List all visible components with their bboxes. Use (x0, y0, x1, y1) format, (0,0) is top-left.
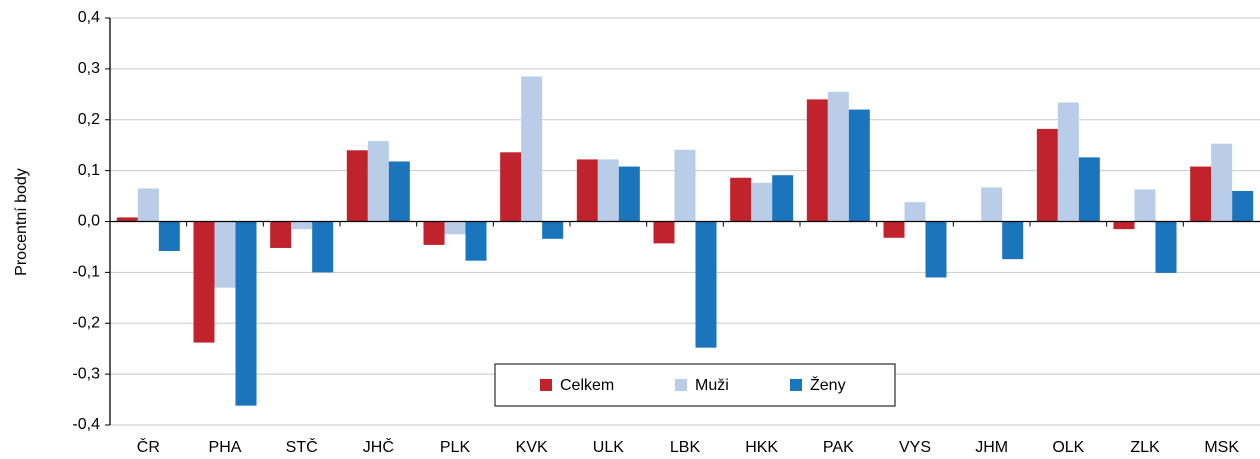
legend-label: Ženy (810, 375, 846, 394)
bar (1134, 189, 1156, 222)
bar (1078, 157, 1100, 222)
y-tick-label: -0,4 (72, 416, 100, 433)
bar (751, 182, 773, 222)
bar (137, 188, 159, 222)
legend-label: Celkem (560, 377, 614, 394)
x-tick-label: JHM (975, 439, 1008, 456)
bar (158, 221, 180, 252)
bar (848, 109, 870, 222)
bar (730, 177, 752, 222)
bar (925, 221, 947, 278)
x-tick-label: OLK (1052, 439, 1084, 456)
x-tick-label: ULK (593, 439, 624, 456)
bar (291, 221, 313, 230)
bar (1211, 143, 1233, 222)
y-tick-label: 0,4 (78, 9, 100, 26)
bar (521, 76, 543, 222)
bar (214, 221, 236, 288)
legend-box (494, 363, 896, 407)
bar (193, 221, 215, 343)
y-tick-label: 0,3 (78, 60, 100, 77)
bar (618, 166, 640, 222)
bar (346, 150, 368, 222)
legend-label: Muži (695, 377, 729, 394)
bar (904, 202, 926, 222)
legend: Celkem Muži Ženy (494, 363, 896, 407)
bar (827, 91, 849, 222)
bar (1002, 221, 1024, 260)
bar (883, 221, 905, 238)
bar (235, 221, 257, 406)
bar (674, 149, 696, 222)
bar (772, 175, 794, 222)
bar (653, 221, 675, 244)
bar (1190, 166, 1212, 222)
y-tick-label: 0,0 (78, 213, 100, 230)
bar (695, 221, 717, 348)
x-tick-label: LBK (670, 439, 701, 456)
bar (465, 221, 487, 261)
bar (576, 159, 598, 222)
y-tick-label: 0,2 (78, 111, 100, 128)
y-tick-label: -0,3 (72, 365, 100, 382)
bar (1232, 190, 1254, 222)
x-tick-label: PHA (209, 439, 242, 456)
bar (1057, 102, 1079, 222)
bar (1113, 221, 1135, 230)
y-tick-label: -0,1 (72, 264, 100, 281)
legend-swatch (540, 379, 552, 391)
bar (597, 159, 619, 222)
x-tick-label: ZLK (1130, 439, 1160, 456)
x-tick-label: KVK (516, 439, 548, 456)
bar (367, 141, 389, 222)
bar (1036, 128, 1058, 222)
bar (116, 217, 138, 222)
y-tick-label: -0,2 (72, 314, 100, 331)
x-tick-label: STČ (286, 437, 318, 456)
legend-swatch (675, 379, 687, 391)
x-tick-label: MSK (1204, 439, 1239, 456)
bar (444, 221, 466, 235)
bar (270, 221, 292, 248)
bar (423, 221, 445, 245)
bar (981, 187, 1003, 222)
x-tick-label: JHČ (363, 437, 394, 456)
bar (500, 152, 522, 222)
bar (1155, 221, 1177, 273)
x-tick-label: ČR (137, 437, 160, 456)
y-axis-label: Procentní body (13, 168, 30, 276)
y-tick-label: 0,1 (78, 162, 100, 179)
x-tick-label: VYS (899, 439, 931, 456)
bar (806, 99, 828, 222)
x-tick-label: PLK (440, 439, 471, 456)
bar (542, 221, 564, 239)
x-tick-label: PAK (823, 439, 854, 456)
legend-swatch (790, 379, 802, 391)
x-tick-label: HKK (745, 439, 778, 456)
bar (312, 221, 334, 273)
bar (388, 161, 410, 222)
